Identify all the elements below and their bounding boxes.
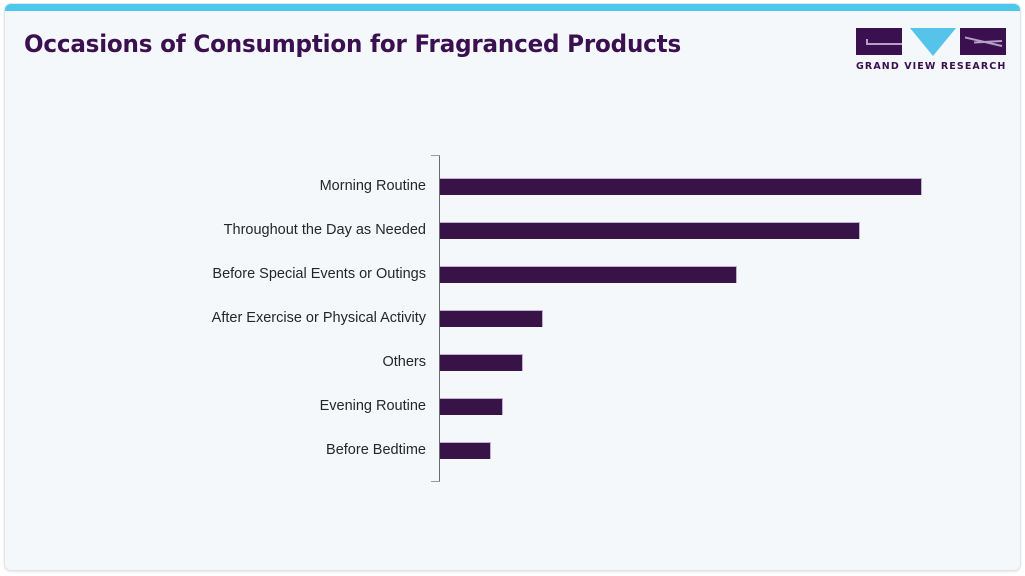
y-axis-line <box>439 155 440 482</box>
logo-box-right-icon <box>960 28 1006 55</box>
grand-view-research-logo: GRAND VIEW RESEARCH <box>856 28 1006 78</box>
bar-category-label: Before Bedtime <box>326 442 426 458</box>
bar-track <box>440 310 543 327</box>
bar-fill[interactable] <box>440 266 737 283</box>
bar-category-label: Evening Routine <box>319 398 426 414</box>
bar-row: Morning Routine <box>5 164 1020 208</box>
bar-row: Throughout the Day as Needed <box>5 208 1020 252</box>
bar-fill[interactable] <box>440 442 491 459</box>
page-title: Occasions of Consumption for Fragranced … <box>24 30 681 58</box>
bar-fill[interactable] <box>440 178 922 195</box>
bar-fill[interactable] <box>440 354 523 371</box>
bar-row: After Exercise or Physical Activity <box>5 296 1020 340</box>
axis-tick-bottom <box>431 481 440 482</box>
bar-category-label: Throughout the Day as Needed <box>223 222 426 238</box>
bar-row: Others <box>5 340 1020 384</box>
bar-track <box>440 354 523 371</box>
bar-track <box>440 398 503 415</box>
axis-tick-top <box>431 155 440 156</box>
logo-triangle-icon <box>910 28 956 56</box>
bar-track <box>440 178 922 195</box>
bar-category-label: Others <box>382 354 426 370</box>
bar-row: Evening Routine <box>5 384 1020 428</box>
logo-marks <box>856 28 1006 58</box>
bar-row: Before Special Events or Outings <box>5 252 1020 296</box>
bar-row: Before Bedtime <box>5 428 1020 472</box>
slide-card: Occasions of Consumption for Fragranced … <box>4 3 1021 571</box>
bar-category-label: Morning Routine <box>319 178 426 194</box>
logo-rule-horizontal <box>866 43 902 45</box>
horizontal-bar-chart: Morning Routine Throughout the Day as Nee… <box>5 4 1020 570</box>
logo-wordmark: GRAND VIEW RESEARCH <box>856 61 1007 72</box>
bar-fill[interactable] <box>440 222 860 239</box>
bar-track <box>440 222 860 239</box>
bar-category-label: After Exercise or Physical Activity <box>211 310 426 326</box>
logo-rule-vertical <box>866 39 868 45</box>
bar-track <box>440 442 491 459</box>
top-accent-bar <box>5 4 1020 11</box>
bar-category-label: Before Special Events or Outings <box>212 266 426 282</box>
logo-box-left-icon <box>856 28 902 55</box>
bar-fill[interactable] <box>440 398 503 415</box>
bar-track <box>440 266 737 283</box>
bar-fill[interactable] <box>440 310 543 327</box>
